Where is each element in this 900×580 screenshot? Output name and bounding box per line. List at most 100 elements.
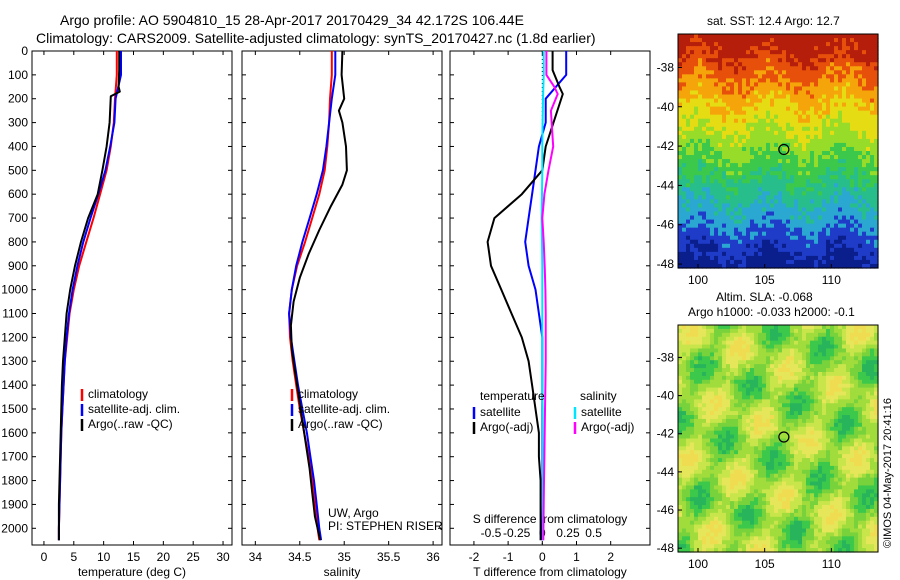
map-cell [822, 118, 827, 124]
map-cell [838, 399, 843, 404]
map-cell [750, 134, 755, 140]
map-cell [710, 243, 715, 249]
map-cell [706, 450, 711, 455]
map-cell [834, 215, 839, 221]
map-cell [698, 418, 703, 424]
map-cell [790, 171, 795, 176]
map-cell [714, 82, 719, 88]
map-cell [698, 114, 703, 120]
map-cell [818, 82, 823, 88]
x-axis-label: salinity [324, 565, 361, 579]
map-cell [750, 179, 755, 184]
map-cell [838, 58, 843, 63]
map-cell [830, 207, 835, 213]
map-cell [862, 407, 867, 412]
map-cell [870, 215, 875, 221]
map-cell [814, 430, 819, 436]
map-cell [854, 227, 859, 233]
map-cell [806, 146, 811, 152]
map-cell [810, 379, 815, 385]
map-cell [682, 458, 687, 463]
map-cell [838, 183, 843, 188]
map-cell [718, 114, 723, 120]
map-cell [786, 187, 791, 192]
map-cell [682, 446, 687, 451]
map-cell [798, 446, 803, 451]
map-cell [706, 340, 711, 346]
map-cell [758, 438, 763, 444]
map-cell [806, 442, 811, 447]
map-cell [770, 243, 775, 249]
map-cell [710, 458, 715, 463]
map-cell [710, 102, 715, 108]
map-cell [854, 203, 859, 209]
map-cell [778, 211, 783, 217]
map-cell [714, 379, 719, 385]
map-cell [738, 167, 743, 172]
map-cell [738, 211, 743, 217]
map-cell [754, 430, 759, 436]
map-cell [782, 163, 787, 168]
map-cell [702, 458, 707, 463]
map-cell [750, 255, 755, 261]
map-cell [734, 399, 739, 404]
map-cell [758, 379, 763, 385]
map-cell [690, 179, 695, 184]
map-cell [694, 42, 699, 47]
map-cell [738, 255, 743, 261]
map-cell [722, 426, 727, 432]
map-cell [794, 418, 799, 424]
map-cell [774, 86, 779, 92]
map-cell [706, 38, 711, 43]
map-cell [818, 134, 823, 140]
map-cell [714, 344, 719, 350]
map-cell [718, 62, 723, 67]
map-cell [846, 379, 851, 385]
lat-tick-label: -44 [657, 178, 675, 192]
map-cell [854, 336, 859, 342]
map-cell [790, 235, 795, 241]
map-cell [826, 90, 831, 96]
map-cell [778, 387, 783, 393]
map-cell [794, 352, 799, 357]
map-cell [858, 179, 863, 184]
map-cell [758, 465, 763, 471]
map-cell [698, 167, 703, 172]
map-cell [730, 251, 735, 257]
map-cell [870, 434, 875, 440]
map-cell [746, 70, 751, 75]
map-cell [722, 223, 727, 229]
map-cell [782, 138, 787, 144]
map-cell [782, 418, 787, 424]
map-cell [774, 259, 779, 265]
map-cell [858, 142, 863, 148]
map-cell [846, 126, 851, 132]
map-cell [698, 227, 703, 233]
lat-tick-label: -42 [657, 139, 675, 153]
map-cell [790, 387, 795, 393]
map-cell [698, 126, 703, 132]
map-cell [850, 179, 855, 184]
map-cell [814, 207, 819, 213]
map-cell [694, 134, 699, 140]
map-cell [822, 356, 827, 361]
map-cell [782, 155, 787, 160]
map-cell [850, 106, 855, 112]
map-cell [794, 203, 799, 209]
map-cell [754, 110, 759, 116]
map-cell [758, 151, 763, 156]
map-cell [726, 407, 731, 412]
map-cell [682, 231, 687, 237]
map-cell [758, 426, 763, 432]
map-cell [678, 458, 683, 463]
map-cell [830, 352, 835, 357]
map-cell [770, 450, 775, 455]
map-cell [714, 110, 719, 116]
map-cell [806, 364, 811, 369]
map-cell [766, 130, 771, 136]
map-cell [766, 78, 771, 84]
map-cell [702, 118, 707, 124]
map-cell [818, 159, 823, 164]
map-cell [834, 146, 839, 152]
map-cell [702, 106, 707, 112]
